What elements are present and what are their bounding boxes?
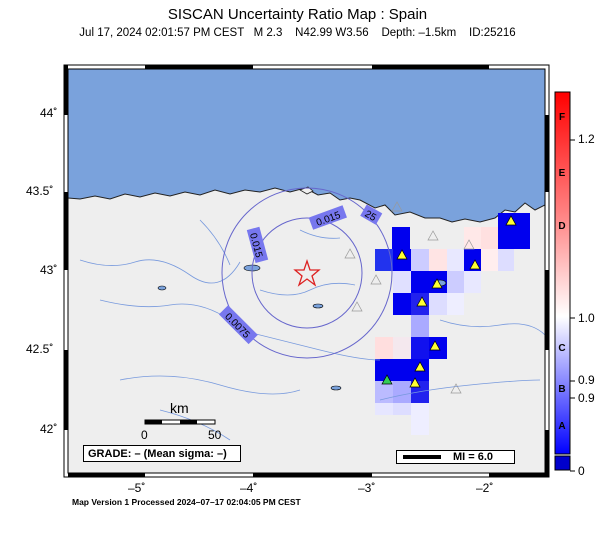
- grade-letter-c: C: [558, 343, 566, 354]
- lon-label-3: –3˚: [358, 481, 376, 495]
- colorbar-value-0-9a: 0.9: [578, 373, 595, 387]
- station-triangle-icon: [469, 259, 481, 270]
- station-triangle-icon: [427, 230, 439, 241]
- star-icon: [293, 258, 321, 287]
- colorbar-value-1-2: 1.2: [578, 132, 595, 146]
- scale-start: 0: [141, 428, 148, 442]
- frame-ticks: [64, 65, 549, 477]
- contour-label: 25: [363, 209, 379, 224]
- station-triangle-icon: [450, 383, 462, 394]
- colorbar-value-1-0: 1.0: [578, 311, 595, 325]
- lat-label-44: 44˚: [40, 106, 58, 120]
- station-triangle-icon: [463, 239, 475, 250]
- station-triangle-icon: [409, 377, 421, 388]
- mi-legend: MI = 6.0: [396, 450, 515, 464]
- lon-label-4: –4˚: [240, 481, 258, 495]
- station-triangle-icon: [344, 248, 356, 259]
- rivers: [79, 219, 545, 441]
- scale-bar: [144, 419, 216, 425]
- lon-label-5: –5˚: [128, 481, 146, 495]
- colorbar-value-0: 0: [578, 464, 585, 478]
- uncertainty-contours: [221, 187, 393, 359]
- grade-letter-d: D: [558, 221, 566, 232]
- uncertainty-grid: [375, 213, 530, 435]
- grade-box: GRADE: – (Mean sigma: –): [83, 445, 241, 462]
- lat-label-42-5: 42.5˚: [26, 342, 54, 356]
- event-info: Jul 17, 2024 02:01:57 PM CEST M 2.3 N42.…: [79, 27, 516, 39]
- station-triangle-icon: [396, 249, 408, 260]
- grade-letter-b: B: [558, 384, 566, 395]
- station-triangle-icon: [351, 301, 363, 312]
- colorbar-floor: [554, 455, 571, 471]
- station-triangle-icon: [391, 201, 403, 212]
- mi-text: MI = 6.0: [453, 451, 494, 463]
- map-title: SISCAN Uncertainty Ratio Map : Spain: [167, 6, 428, 23]
- grade-letter-e: E: [558, 168, 566, 179]
- seismic-stations: [344, 201, 517, 394]
- processing-footer: Map Version 1 Processed 2024–07–17 02:04…: [72, 497, 301, 507]
- grade-letter-f: F: [558, 112, 566, 123]
- grade-letter-a: A: [558, 421, 566, 432]
- lon-label-2: –2˚: [476, 481, 494, 495]
- colorbar-value-0-9b: 0.9: [578, 391, 595, 405]
- station-triangle-icon: [431, 278, 443, 289]
- lat-label-42: 42˚: [40, 422, 58, 436]
- scale-end: 50: [208, 428, 222, 442]
- station-triangle-icon: [414, 361, 426, 372]
- station-triangle-icon: [505, 215, 517, 226]
- colorbar: [554, 91, 571, 455]
- station-triangle-icon: [370, 274, 382, 285]
- scale-unit: km: [170, 400, 189, 416]
- mi-line: [403, 455, 441, 459]
- lat-label-43-5: 43.5˚: [26, 184, 54, 198]
- station-triangle-icon: [429, 340, 441, 351]
- station-triangle-icon: [381, 374, 393, 385]
- lat-label-43: 43˚: [40, 263, 58, 277]
- station-triangle-icon: [416, 296, 428, 307]
